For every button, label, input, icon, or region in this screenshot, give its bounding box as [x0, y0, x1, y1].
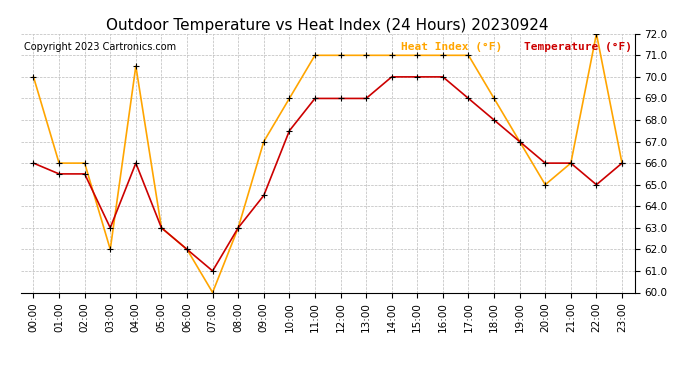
Text: Heat Index (°F): Heat Index (°F)	[402, 42, 503, 51]
Text: Temperature (°F): Temperature (°F)	[524, 42, 632, 51]
Text: Copyright 2023 Cartronics.com: Copyright 2023 Cartronics.com	[23, 42, 176, 51]
Title: Outdoor Temperature vs Heat Index (24 Hours) 20230924: Outdoor Temperature vs Heat Index (24 Ho…	[106, 18, 549, 33]
